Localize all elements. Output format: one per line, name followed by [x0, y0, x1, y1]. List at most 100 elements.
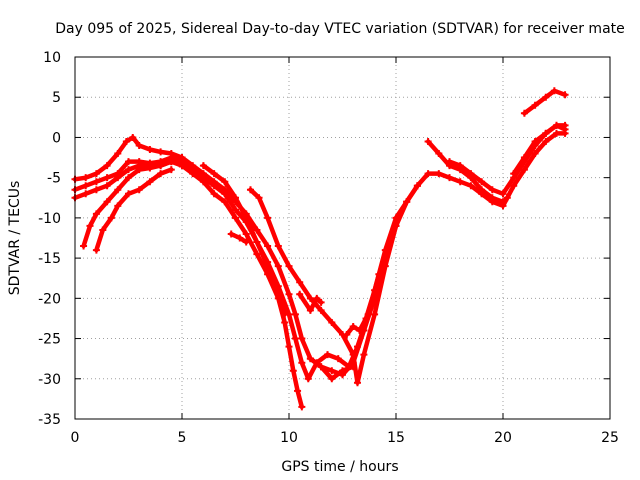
data-point	[349, 363, 357, 371]
data-point	[146, 178, 154, 186]
data-point	[553, 129, 560, 137]
data-point	[135, 166, 143, 174]
data-point	[122, 137, 130, 145]
data-point	[232, 194, 239, 202]
data-point	[488, 194, 496, 202]
x-tick-label: 0	[71, 430, 80, 446]
x-tick-label: 20	[494, 430, 512, 446]
data-point	[435, 150, 443, 158]
data-point	[542, 129, 550, 137]
series-track-5	[92, 166, 175, 254]
data-point	[531, 101, 539, 109]
data-point	[343, 331, 351, 339]
data-point	[550, 87, 558, 95]
data-point	[435, 170, 443, 178]
data-point	[324, 351, 332, 359]
data-point	[446, 158, 453, 166]
data-point	[92, 186, 100, 194]
data-point	[125, 174, 132, 182]
data-point	[360, 351, 368, 359]
data-point	[488, 186, 496, 194]
data-point	[167, 166, 175, 174]
data-point	[298, 335, 306, 343]
data-point	[125, 190, 132, 198]
data-point	[296, 278, 304, 286]
data-point	[289, 367, 297, 375]
data-point	[424, 170, 432, 178]
data-point	[403, 198, 411, 206]
data-point	[334, 355, 342, 363]
x-tick-label: 5	[178, 430, 187, 446]
data-point	[317, 298, 325, 306]
data-point	[553, 121, 560, 129]
data-point	[227, 230, 235, 238]
series-track-10	[306, 355, 357, 383]
data-point	[542, 137, 550, 145]
data-point	[294, 387, 302, 395]
data-point	[298, 403, 306, 411]
data-point	[255, 194, 263, 202]
data-point	[253, 226, 261, 234]
data-point	[210, 190, 218, 198]
data-point	[232, 214, 239, 222]
y-tick-label: -25	[38, 332, 61, 348]
data-point	[232, 206, 239, 214]
data-point	[82, 182, 90, 190]
data-point	[306, 355, 314, 363]
series-track-4	[80, 158, 184, 250]
data-point	[264, 214, 272, 222]
data-point	[349, 351, 357, 359]
data-point	[99, 226, 107, 234]
data-point	[291, 310, 299, 318]
data-point	[146, 146, 154, 154]
data-point	[328, 318, 336, 326]
data-point	[125, 158, 132, 166]
data-point	[424, 137, 432, 145]
data-point	[221, 178, 229, 186]
data-point	[285, 262, 293, 270]
data-point	[167, 158, 175, 166]
data-point	[114, 202, 122, 210]
data-point	[92, 210, 100, 218]
data-point	[157, 148, 165, 156]
data-point	[199, 162, 207, 170]
data-point	[86, 222, 94, 230]
plot-frame	[74, 56, 611, 420]
y-tick-label: -15	[38, 251, 61, 267]
data-point	[103, 198, 111, 206]
data-point	[520, 166, 528, 174]
data-point	[285, 290, 293, 298]
data-point	[317, 363, 325, 371]
data-point	[349, 322, 357, 330]
data-point	[561, 91, 569, 99]
data-point	[176, 160, 184, 168]
data-point	[306, 306, 314, 314]
y-tick-label: 0	[52, 130, 61, 146]
data-point	[274, 262, 282, 270]
y-tick-label: -10	[38, 211, 61, 227]
data-point	[467, 182, 475, 190]
data-point	[157, 162, 165, 170]
data-point	[82, 190, 90, 198]
data-point	[510, 170, 518, 178]
data-point	[362, 314, 370, 322]
data-point	[264, 262, 272, 270]
x-tick-label: 25	[601, 430, 619, 446]
data-point	[446, 174, 453, 182]
data-point	[92, 178, 100, 186]
data-point	[253, 250, 261, 258]
data-point	[264, 242, 272, 250]
series-track-6	[199, 162, 289, 318]
data-point	[531, 137, 539, 145]
data-point	[298, 359, 306, 367]
grid-layer	[75, 57, 610, 419]
data-point	[242, 214, 250, 222]
data-point	[107, 214, 115, 222]
data-point	[353, 343, 361, 351]
data-point	[456, 162, 464, 170]
data-point	[242, 238, 250, 246]
y-tick-label: 10	[43, 50, 61, 66]
label-layer: Day 095 of 2025, Sidereal Day-to-day VTE…	[7, 21, 625, 475]
